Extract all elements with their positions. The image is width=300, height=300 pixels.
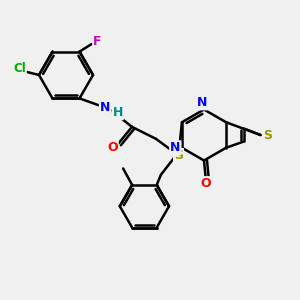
- Text: O: O: [200, 177, 211, 190]
- Text: Cl: Cl: [13, 62, 26, 76]
- Text: O: O: [107, 141, 118, 154]
- Text: N: N: [170, 141, 181, 154]
- Text: S: S: [174, 149, 183, 162]
- Text: N: N: [100, 101, 110, 114]
- Text: F: F: [93, 34, 102, 48]
- Text: S: S: [263, 128, 272, 142]
- Text: N: N: [197, 96, 208, 110]
- Text: H: H: [112, 106, 123, 119]
